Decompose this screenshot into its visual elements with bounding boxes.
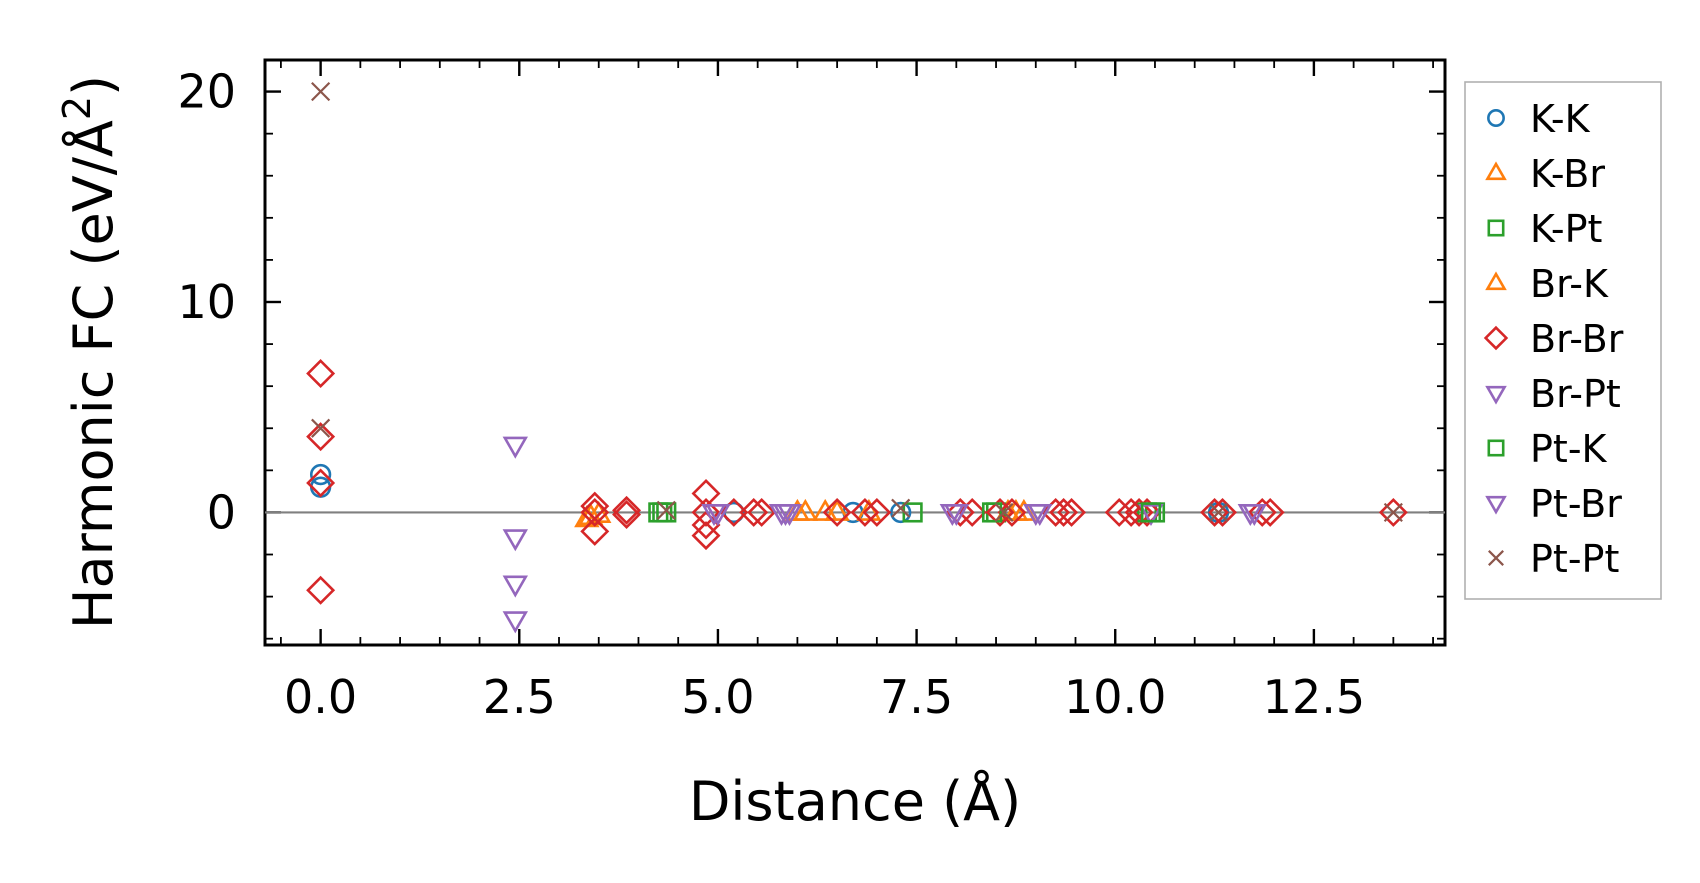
data-point-br-br — [997, 497, 1027, 527]
data-point-k-k — [309, 463, 332, 486]
legend-marker-br-pt — [1485, 385, 1507, 405]
data-point-br-br — [306, 359, 336, 389]
x-tick-label: 12.5 — [1263, 670, 1365, 724]
x-tick-label: 0.0 — [284, 670, 357, 724]
data-point-br-br — [1057, 497, 1087, 527]
major-ticks — [265, 60, 1445, 645]
legend-marker-pt-k — [1487, 439, 1505, 457]
data-point-br-k — [824, 498, 850, 521]
data-point-br-br — [691, 479, 721, 508]
data-point-br-pt — [502, 529, 529, 552]
data-point-br-br — [747, 497, 777, 527]
legend-label-pt-pt: Pt-Pt — [1530, 537, 1619, 581]
legend-label-pt-k: Pt-K — [1530, 427, 1608, 471]
legend-label-k-br: K-Br — [1530, 152, 1605, 196]
data-point-br-br — [945, 497, 975, 527]
data-point-br-br — [691, 497, 721, 527]
y-tick-label: 0 — [207, 485, 236, 539]
data-point-br-k — [792, 498, 819, 521]
data-point-pt-br — [943, 503, 970, 527]
data-point-pt-br — [1027, 503, 1053, 527]
data-point-br-br — [1124, 497, 1154, 527]
data-point-br-br — [691, 521, 721, 551]
y-axis-label: Harmonic FC (eV/Å2) — [55, 75, 125, 629]
plot-frame — [263, 58, 1447, 647]
legend-marker-br-br — [1483, 325, 1509, 351]
data-point-pt-br — [1237, 503, 1264, 527]
data-point-br-br — [612, 495, 642, 525]
data-point-pt-br — [768, 503, 795, 527]
legend-label-br-br: Br-Br — [1530, 317, 1624, 361]
legend-label-br-k: Br-K — [1530, 262, 1609, 306]
data-point-br-pt — [502, 436, 529, 459]
legend-marker-k-br — [1485, 161, 1507, 181]
data-point-br-br — [822, 497, 852, 527]
data-point-pt-pt — [994, 502, 1014, 523]
data-point-br-br — [1247, 497, 1277, 527]
data-point-pt-pt — [311, 418, 331, 438]
legend-label-pt-br: Pt-Br — [1530, 482, 1622, 526]
data-point-br-br — [306, 468, 336, 498]
data-point-br-br — [580, 497, 610, 527]
data-point-br-br — [306, 575, 336, 605]
x-tick-label: 7.5 — [880, 670, 953, 724]
data-point-br-br — [862, 497, 892, 527]
data-point-br-br — [739, 497, 769, 527]
data-point-pt-pt — [311, 81, 331, 102]
y-axis-label-main: Harmonic FC (eV/Å — [61, 120, 125, 629]
y-tick-label: 20 — [177, 65, 236, 119]
data-point-k-k — [309, 476, 332, 498]
data-point-br-pt — [502, 611, 529, 634]
x-tick-label: 2.5 — [483, 670, 556, 724]
data-point-br-br — [612, 500, 642, 530]
data-point-br-br — [580, 516, 610, 546]
data-point-pt-pt — [656, 500, 676, 520]
legend-marker-k-k — [1487, 109, 1505, 127]
data-point-pt-pt — [891, 498, 911, 518]
data-point-br-br — [850, 497, 880, 527]
legend-marker-br-k — [1485, 271, 1507, 291]
legend-marker-pt-br — [1485, 495, 1507, 515]
x-tick-labels: 0.0 2.5 5.0 7.5 10.0 12.5 — [284, 670, 1365, 724]
data-point-pt-k — [981, 502, 1003, 523]
data-points — [306, 81, 1408, 634]
data-point-br-pt — [502, 575, 529, 598]
data-point-pt-br — [705, 503, 731, 527]
y-tick-label: 10 — [177, 275, 236, 329]
data-point-br-br — [1378, 497, 1408, 527]
data-point-br-br — [1104, 497, 1134, 527]
x-axis-label: Distance (Å) — [689, 769, 1021, 833]
data-point-br-br — [1132, 497, 1162, 527]
data-point-br-pt — [1138, 503, 1164, 527]
data-point-pt-k — [652, 502, 673, 523]
y-axis-label-sup: 2 — [55, 96, 99, 120]
x-tick-label: 5.0 — [681, 670, 754, 724]
legend-label-k-pt: K-Pt — [1530, 207, 1602, 251]
data-point-pt-pt — [1208, 502, 1229, 523]
data-point-pt-pt — [1383, 502, 1403, 523]
legend-marker-pt-pt — [1488, 550, 1504, 566]
data-point-br-br — [1049, 497, 1079, 527]
legend-label-br-pt: Br-Pt — [1530, 372, 1621, 416]
legend-label-k-k: K-K — [1530, 97, 1591, 141]
minor-ticks — [265, 60, 1445, 645]
legend-marker-k-pt — [1487, 219, 1505, 237]
y-tick-labels: 0 10 20 — [177, 65, 236, 540]
data-point-pt-k — [1140, 502, 1162, 523]
data-point-br-br — [306, 422, 336, 452]
legend: K-K K-Br K-Pt Br-K Br-Br Br-Pt Pt-K Pt-Br Pt-Pt — [1464, 81, 1662, 600]
y-axis-label-end: ) — [62, 75, 125, 96]
x-tick-label: 10.0 — [1064, 670, 1166, 724]
legend-items: K-K K-Br K-Pt Br-K Br-Br Br-Pt Pt-K Pt-Br Pt-Pt — [1483, 97, 1624, 581]
